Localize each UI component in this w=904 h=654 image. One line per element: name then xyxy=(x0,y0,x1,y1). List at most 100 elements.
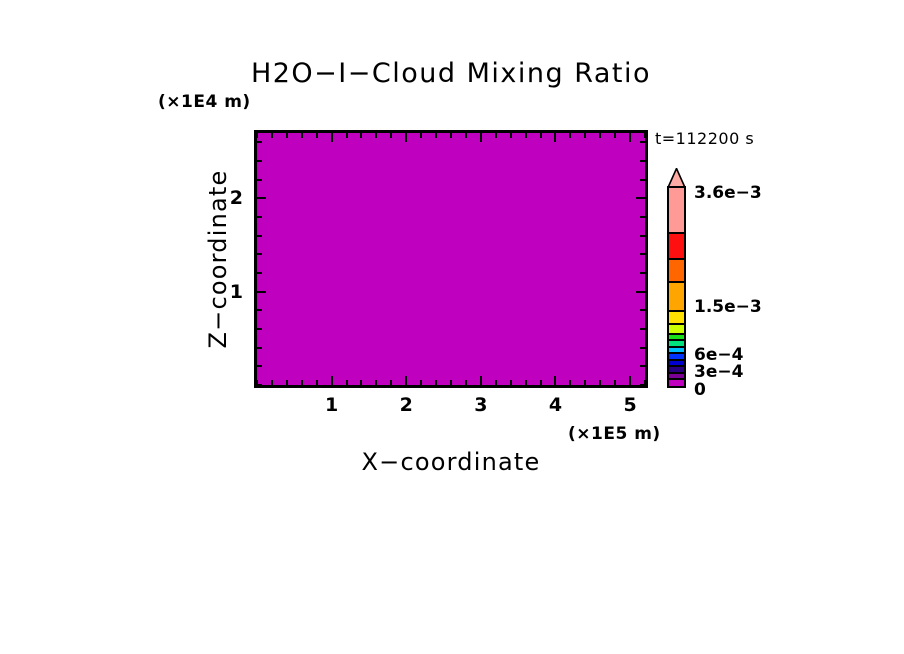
x-axis-minor-tick xyxy=(539,380,542,385)
colorbar xyxy=(667,186,686,388)
x-axis-minor-tick xyxy=(315,380,318,385)
colorbar-band xyxy=(669,282,684,312)
y-axis-major-tick xyxy=(636,197,645,200)
colorbar-band-separator xyxy=(669,378,684,381)
colorbar-band xyxy=(669,258,684,283)
x-axis-minor-tick xyxy=(464,380,467,385)
y-axis-minor-tick xyxy=(257,365,262,368)
colorbar-band xyxy=(669,379,684,386)
colorbar-band-separator xyxy=(669,281,684,284)
y-axis-minor-tick xyxy=(640,160,645,162)
colorbar-band xyxy=(669,346,684,354)
x-axis-minor-tick xyxy=(644,133,646,138)
colorbar-tick-label: 3e−4 xyxy=(694,362,744,382)
colorbar-band xyxy=(669,340,684,347)
x-axis-minor-tick xyxy=(270,133,273,138)
y-axis-minor-tick xyxy=(640,384,645,386)
x-axis-minor-tick xyxy=(360,380,363,385)
y-axis-minor-tick xyxy=(640,216,645,218)
y-axis-minor-tick xyxy=(257,141,262,144)
y-axis-major-tick xyxy=(636,290,645,293)
colorbar-band-separator xyxy=(669,310,684,313)
y-axis-major-tick xyxy=(257,197,266,200)
x-axis-minor-tick xyxy=(539,133,542,138)
y-axis-minor-tick xyxy=(257,328,262,330)
x-axis-minor-tick xyxy=(584,133,587,138)
x-axis-minor-tick xyxy=(599,133,602,138)
x-axis-title: X−coordinate xyxy=(361,448,541,476)
x-axis-minor-tick xyxy=(524,380,527,385)
y-axis-minor-tick xyxy=(640,365,645,368)
colorbar-band xyxy=(669,366,684,373)
y-axis-minor-tick xyxy=(257,346,262,349)
colorbar-band-separator xyxy=(669,231,684,234)
colorbar-band-separator xyxy=(669,323,684,326)
y-axis-minor-tick xyxy=(640,178,645,181)
x-axis-minor-tick xyxy=(569,133,572,138)
y-axis-minor-tick xyxy=(257,384,262,386)
x-axis-minor-tick xyxy=(345,380,348,385)
colorbar-band xyxy=(669,359,684,367)
x-axis-minor-tick xyxy=(644,380,646,385)
x-axis-minor-tick xyxy=(360,133,363,138)
y-axis-minor-tick xyxy=(640,234,645,237)
y-axis-minor-tick xyxy=(257,216,262,218)
y-axis-minor-tick xyxy=(640,328,645,330)
x-axis-minor-tick xyxy=(450,133,452,138)
colorbar-band xyxy=(669,333,684,341)
x-axis-major-tick xyxy=(629,133,632,142)
x-axis-minor-tick xyxy=(270,380,273,385)
y-axis-minor-tick xyxy=(640,253,645,256)
x-axis-minor-tick xyxy=(584,380,587,385)
x-axis-minor-tick xyxy=(435,133,438,138)
x-axis-minor-tick xyxy=(509,380,512,385)
x-axis-minor-tick xyxy=(509,133,512,138)
y-axis-minor-tick xyxy=(640,309,645,312)
x-axis-minor-tick xyxy=(420,380,423,385)
x-axis-minor-tick xyxy=(494,133,497,138)
x-axis-major-tick xyxy=(405,376,408,385)
x-axis-tick-label: 2 xyxy=(399,394,413,416)
colorbar-band-separator xyxy=(669,257,684,260)
x-axis-minor-tick xyxy=(450,380,452,385)
colorbar-band-separator xyxy=(669,352,684,355)
y-axis-unit-label: (×1E4 m) xyxy=(158,92,251,112)
x-axis-minor-tick xyxy=(614,133,617,138)
x-axis-minor-tick xyxy=(285,133,288,138)
x-axis-major-tick xyxy=(554,133,557,142)
x-axis-minor-tick xyxy=(524,133,527,138)
x-axis-minor-tick xyxy=(390,133,393,138)
x-axis-tick-label: 4 xyxy=(548,394,563,416)
x-axis-minor-tick xyxy=(300,133,303,138)
x-axis-tick-label: 3 xyxy=(474,394,488,416)
x-axis-minor-tick xyxy=(614,380,617,385)
x-axis-tick-label: 1 xyxy=(324,394,339,416)
y-axis-minor-tick xyxy=(257,160,262,162)
heatmap-plot-area xyxy=(254,130,648,388)
x-axis-major-tick xyxy=(330,376,333,385)
colorbar-band xyxy=(669,353,684,360)
x-axis-minor-tick xyxy=(569,380,572,385)
y-axis-minor-tick xyxy=(257,178,262,181)
colorbar-extend-arrow-icon xyxy=(667,168,686,188)
colorbar-tick-label: 6e−4 xyxy=(694,345,744,365)
x-axis-major-tick xyxy=(629,376,632,385)
page-title-text: H2O−I−Cloud Mixing Ratio xyxy=(250,58,652,89)
x-axis-minor-tick xyxy=(390,380,393,385)
colorbar-band xyxy=(669,372,684,380)
x-axis-minor-tick xyxy=(375,133,378,138)
x-axis-major-tick xyxy=(479,133,482,142)
colorbar-band-separator xyxy=(669,339,684,342)
x-axis-major-tick xyxy=(554,376,557,385)
page-title: H2O−I−Cloud Mixing Ratio xyxy=(0,58,904,89)
colorbar-band xyxy=(669,232,684,259)
y-axis-minor-tick xyxy=(257,253,262,256)
colorbar-tick-label: 3.6e−3 xyxy=(694,183,762,203)
colorbar-band-separator xyxy=(669,332,684,335)
y-axis-minor-tick xyxy=(640,272,645,274)
colorbar-band-separator xyxy=(669,345,684,348)
x-axis-minor-tick xyxy=(464,133,467,138)
x-axis-minor-tick xyxy=(345,133,348,138)
colorbar-band-separator xyxy=(669,358,684,361)
x-axis-major-tick xyxy=(479,376,482,385)
